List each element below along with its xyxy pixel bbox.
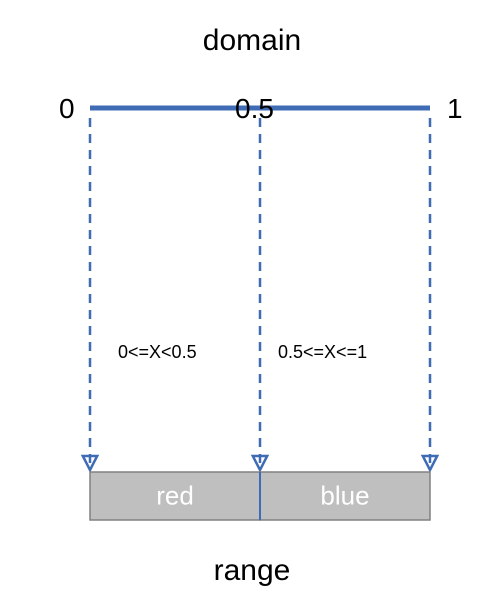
mapping-arrows	[83, 118, 437, 470]
range-title: range	[214, 554, 291, 587]
domain-tick: 0.5	[235, 93, 274, 124]
condition-label: 0.5<=X<=1	[278, 342, 367, 362]
range-box-label: red	[156, 481, 194, 511]
domain-tick: 0	[59, 93, 75, 124]
domain-title: domain	[203, 24, 301, 57]
domain-tick: 1	[447, 93, 463, 124]
condition-labels: 0<=X<0.5 0.5<=X<=1	[118, 342, 367, 362]
range-boxes: red blue	[90, 472, 430, 520]
condition-label: 0<=X<0.5	[118, 342, 197, 362]
scale-mapping-diagram: domain 0 0.5 1 0<=X<0.5 0.5<=X<=1 red blue r…	[0, 0, 504, 606]
range-box-label: blue	[320, 481, 369, 511]
